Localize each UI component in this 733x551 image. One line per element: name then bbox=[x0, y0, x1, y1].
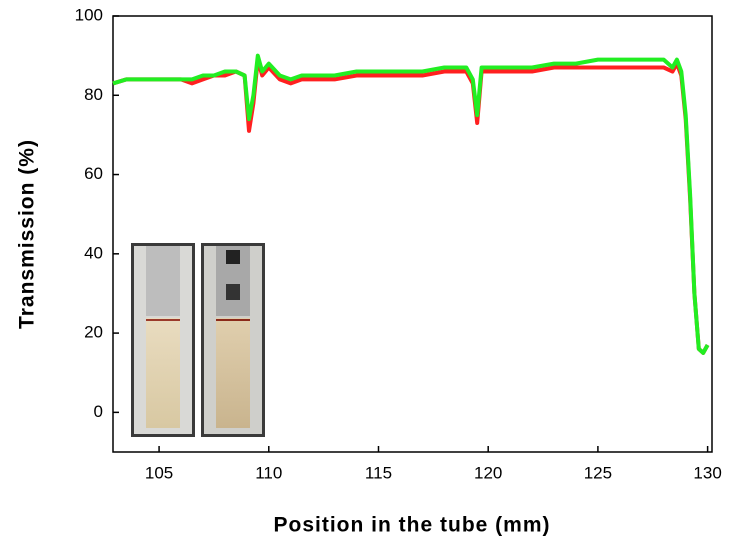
data-line bbox=[112, 53, 710, 355]
liquid bbox=[146, 318, 180, 428]
x-tick-label: 115 bbox=[365, 463, 392, 482]
liquid bbox=[216, 318, 250, 428]
mark bbox=[226, 250, 240, 264]
y-tick-label: 100 bbox=[75, 5, 103, 24]
y-tick-label: 60 bbox=[84, 164, 103, 183]
inset-photos bbox=[131, 243, 265, 437]
x-tick-label: 120 bbox=[474, 463, 502, 482]
x-tick-label: 110 bbox=[255, 463, 282, 482]
cuvette-cap bbox=[146, 246, 180, 316]
x-tick-label: 105 bbox=[145, 463, 173, 482]
plot-frame bbox=[112, 15, 713, 453]
x-axis-title: Position in the tube (mm) bbox=[274, 514, 551, 537]
y-axis-title: Transmission (%) bbox=[16, 139, 39, 329]
y-tick-label: 80 bbox=[84, 85, 103, 104]
y-tick-label: 20 bbox=[84, 323, 103, 342]
mark bbox=[226, 284, 240, 300]
data-line bbox=[112, 57, 710, 355]
y-tick-label: 40 bbox=[84, 243, 103, 262]
y-tick-label: 0 bbox=[94, 402, 103, 421]
x-tick-label: 130 bbox=[693, 463, 721, 482]
x-tick-label: 125 bbox=[584, 463, 612, 482]
